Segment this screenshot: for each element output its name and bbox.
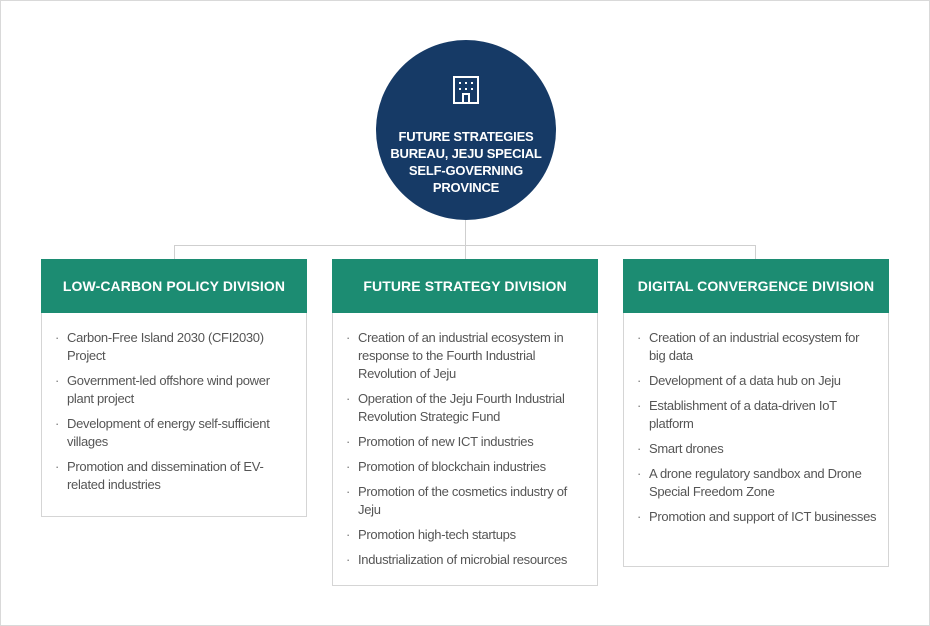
task-item: · Smart drones: [637, 440, 878, 458]
division-title: LOW-CARBON POLICY DIVISION: [41, 259, 307, 313]
bullet-icon: ·: [637, 373, 642, 388]
bullet-icon: ·: [55, 373, 60, 388]
connector-drop-middle: [465, 245, 466, 259]
bullet-icon: ·: [55, 330, 60, 345]
division-body: · Creation of an industrial ecosystem for…: [623, 313, 889, 567]
task-item: · Promotion of the cosmetics industry of …: [346, 483, 587, 519]
task-item: · Development of energy self-sufficient v…: [55, 415, 296, 451]
division-body: · Carbon-Free Island 2030 (CFI2030) Proje…: [41, 313, 307, 517]
division-digital-convergence: DIGITAL CONVERGENCE DIVISION · Creation o…: [623, 259, 889, 567]
task-text: A drone regulatory sandbox and Drone Spe…: [649, 466, 862, 499]
task-item: · Industrialization of microbial resource…: [346, 551, 587, 569]
task-item: · Establishment of a data-driven IoT plat…: [637, 397, 878, 433]
bullet-icon: ·: [346, 391, 351, 406]
task-item: · Promotion of new ICT industries: [346, 433, 587, 451]
task-item: · Operation of the Jeju Fourth Industrial…: [346, 390, 587, 426]
task-list: · Creation of an industrial ecosystem for…: [637, 329, 878, 526]
connector-vertical-center: [465, 220, 466, 246]
task-list: · Creation of an industrial ecosystem in …: [346, 329, 587, 569]
task-text: Development of energy self-sufficient vi…: [67, 416, 270, 449]
task-text: Smart drones: [649, 441, 724, 456]
division-title: FUTURE STRATEGY DIVISION: [332, 259, 598, 313]
task-text: Promotion high-tech startups: [358, 527, 516, 542]
bullet-icon: ·: [346, 552, 351, 567]
task-text: Creation of an industrial ecosystem for …: [649, 330, 860, 363]
task-text: Promotion of blockchain industries: [358, 459, 546, 474]
task-list: · Carbon-Free Island 2030 (CFI2030) Proje…: [55, 329, 296, 494]
bullet-icon: ·: [637, 466, 642, 481]
division-title: DIGITAL CONVERGENCE DIVISION: [623, 259, 889, 313]
bullet-icon: ·: [55, 416, 60, 431]
task-text: Promotion of new ICT industries: [358, 434, 534, 449]
task-item: · Government-led offshore wind power plan…: [55, 372, 296, 408]
division-future-strategy: FUTURE STRATEGY DIVISION · Creation of an…: [332, 259, 598, 586]
task-text: Promotion of the cosmetics industry of J…: [358, 484, 567, 517]
bullet-icon: ·: [346, 527, 351, 542]
bureau-node: FUTURE STRATEGIES BUREAU, JEJU SPECIAL S…: [376, 40, 556, 220]
task-item: · Promotion and dissemination of EV-relat…: [55, 458, 296, 494]
bullet-icon: ·: [346, 459, 351, 474]
task-item: · Promotion and support of ICT businesses: [637, 508, 878, 526]
task-item: · Creation of an industrial ecosystem for…: [637, 329, 878, 365]
task-item: · Promotion of blockchain industries: [346, 458, 587, 476]
task-text: Development of a data hub on Jeju: [649, 373, 841, 388]
task-text: Creation of an industrial ecosystem in r…: [358, 330, 564, 381]
bullet-icon: ·: [346, 330, 351, 345]
building-icon: [453, 76, 479, 104]
connector-drop-left: [174, 245, 175, 259]
task-item: · A drone regulatory sandbox and Drone Sp…: [637, 465, 878, 501]
bullet-icon: ·: [55, 459, 60, 474]
bullet-icon: ·: [346, 434, 351, 449]
task-item: · Promotion high-tech startups: [346, 526, 587, 544]
task-text: Carbon-Free Island 2030 (CFI2030) Projec…: [67, 330, 264, 363]
task-item: · Development of a data hub on Jeju: [637, 372, 878, 390]
task-text: Government-led offshore wind power plant…: [67, 373, 270, 406]
task-text: Promotion and dissemination of EV-relate…: [67, 459, 264, 492]
bullet-icon: ·: [346, 484, 351, 499]
task-text: Promotion and support of ICT businesses: [649, 509, 877, 524]
task-text: Industrialization of microbial resources: [358, 552, 568, 567]
division-body: · Creation of an industrial ecosystem in …: [332, 313, 598, 586]
task-text: Operation of the Jeju Fourth Industrial …: [358, 391, 565, 424]
bullet-icon: ·: [637, 398, 642, 413]
task-item: · Carbon-Free Island 2030 (CFI2030) Proje…: [55, 329, 296, 365]
bullet-icon: ·: [637, 441, 642, 456]
bureau-title: FUTURE STRATEGIES BUREAU, JEJU SPECIAL S…: [390, 129, 542, 195]
bullet-icon: ·: [637, 509, 642, 524]
task-text: Establishment of a data-driven IoT platf…: [649, 398, 837, 431]
task-item: · Creation of an industrial ecosystem in …: [346, 329, 587, 383]
bullet-icon: ·: [637, 330, 642, 345]
connector-drop-right: [755, 245, 756, 259]
division-low-carbon: LOW-CARBON POLICY DIVISION · Carbon-Free …: [41, 259, 307, 517]
